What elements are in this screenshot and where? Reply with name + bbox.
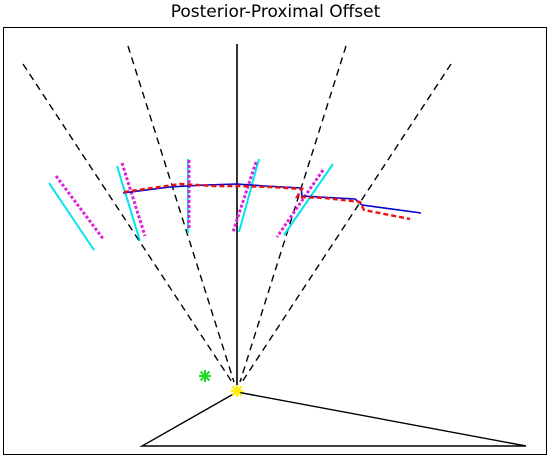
ray-4 [241,63,452,383]
diagram-title: Posterior-Proximal Offset [170,2,381,22]
ray-3 [239,45,347,383]
plot-frame [3,27,547,455]
red-curve [123,182,411,221]
cyan-segment-2 [116,165,141,242]
magenta-segments [54,160,325,241]
magenta-segment-1 [54,175,106,241]
cyan-segment-5 [283,163,334,236]
magenta-segment-2 [120,162,147,237]
cyan-segments [48,158,334,251]
ray-2 [127,45,235,383]
cyan-segment-4 [238,158,260,233]
base-triangle [139,391,527,447]
magenta-segment-5 [275,169,325,238]
cyan-segment-1 [48,182,95,251]
green-asterisk [199,370,211,382]
ray-1 [22,63,233,383]
dashed-rays [22,45,452,383]
blue-curve [122,183,422,214]
magenta-segment-4 [231,161,258,233]
yellow-asterisk [231,385,243,397]
